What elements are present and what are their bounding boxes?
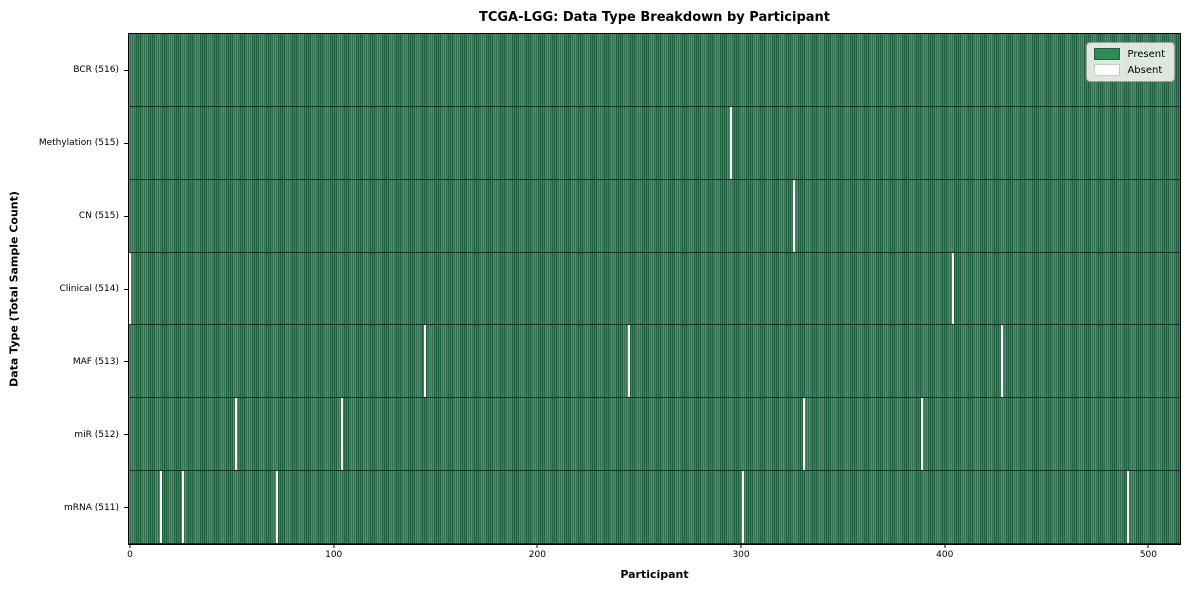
legend-swatch-absent: [1094, 64, 1121, 76]
x-axis-label: Participant: [620, 568, 689, 581]
y-tick-mark: [124, 507, 128, 509]
heatmap-row-miR: [129, 398, 1180, 472]
heatmap-row-CN: [129, 179, 1180, 253]
heatmap-row-BCR: [129, 34, 1180, 107]
legend-label: Present: [1127, 48, 1165, 60]
absent-gap: [275, 471, 278, 543]
absent-gap: [951, 252, 954, 325]
legend-item-present: Present: [1094, 48, 1165, 60]
x-tick-mark: [333, 544, 335, 548]
x-tick-mark: [1147, 544, 1149, 548]
absent-gap: [181, 471, 184, 543]
absent-gap: [628, 325, 631, 398]
y-tick-label: Clinical (514): [59, 284, 119, 294]
y-tick-mark: [124, 361, 128, 363]
heatmap-row-MAF: [129, 325, 1180, 399]
y-tick-mark: [124, 215, 128, 217]
absent-gap: [234, 398, 237, 471]
x-tick-mark: [536, 544, 538, 548]
x-tick-mark: [944, 544, 946, 548]
heatmap-row-Clinical: [129, 252, 1180, 326]
chart-title: TCGA-LGG: Data Type Breakdown by Partici…: [478, 10, 831, 25]
absent-gap: [1127, 471, 1130, 543]
y-tick-label: CN (515): [78, 211, 119, 222]
absent-gap: [803, 398, 806, 471]
legend-swatch-present: [1094, 48, 1121, 60]
x-tick-label: 500: [1139, 550, 1158, 560]
absent-gap: [340, 398, 343, 471]
y-tick-mark: [124, 288, 128, 290]
y-tick-label: MAF (513): [72, 356, 119, 367]
y-tick-mark: [124, 434, 128, 436]
heatmap-row-mRNA: [129, 471, 1180, 544]
legend: Present Absent: [1086, 42, 1175, 82]
y-tick-label: miR (512): [74, 429, 119, 440]
y-tick-label: BCR (516): [73, 65, 119, 76]
legend-item-absent: Absent: [1094, 64, 1165, 76]
absent-gap: [1000, 325, 1003, 398]
x-tick-label: 0: [127, 550, 133, 560]
x-tick-label: 400: [936, 550, 954, 560]
absent-gap: [424, 325, 427, 398]
x-tick-label: 200: [528, 550, 546, 560]
y-tick-mark: [124, 142, 128, 144]
y-tick-label: mRNA (511): [64, 502, 119, 513]
heatmap-row-Methylation: [129, 106, 1180, 180]
y-tick-mark: [124, 69, 128, 71]
absent-gap: [129, 252, 132, 325]
y-axis-label: Data Type (Total Sample Count): [7, 191, 21, 387]
plot-rows: BCR (516) Methylation (515) CN (515) Clinic…: [39, 34, 1180, 544]
x-tick-label: 300: [732, 550, 750, 560]
absent-gap: [159, 471, 162, 543]
legend-label: Absent: [1127, 64, 1163, 76]
absent-gap: [742, 471, 745, 543]
absent-gap: [793, 179, 796, 252]
x-tick-mark: [129, 544, 131, 548]
x-tick-label: 100: [325, 550, 343, 560]
x-tick-mark: [740, 544, 742, 548]
y-tick-label: Methylation (515): [38, 138, 119, 149]
absent-gap: [729, 106, 732, 179]
plot-area: BCR (516) Methylation (515) CN (515) Clinic…: [39, 33, 1181, 560]
absent-gap: [921, 398, 924, 471]
